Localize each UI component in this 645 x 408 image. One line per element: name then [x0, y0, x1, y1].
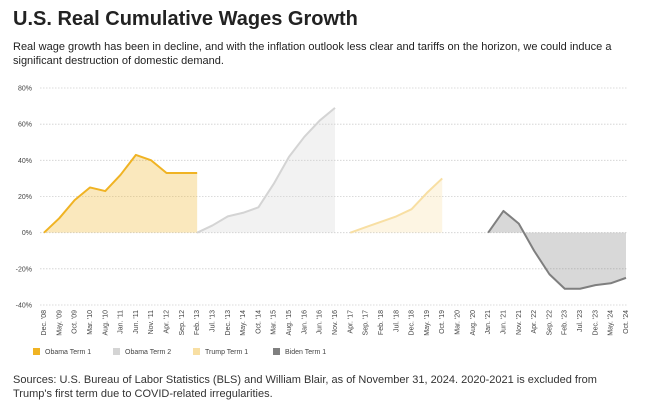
- x-tick-label: Apr. '22: [531, 310, 538, 334]
- legend-swatch: [113, 348, 120, 355]
- y-tick-label: 60%: [18, 122, 32, 129]
- x-tick-label: Aug. '20: [470, 310, 477, 336]
- x-tick-label: Apr. '17: [347, 310, 354, 334]
- line: [349, 177, 443, 234]
- line: [43, 153, 198, 234]
- legend-label: Biden Term 1: [285, 349, 326, 356]
- x-tick-label: Oct. '19: [439, 310, 446, 334]
- x-tick-label: Jun. '11: [133, 310, 140, 334]
- x-tick-label: Oct. '24: [623, 310, 630, 334]
- y-tick-label: -40%: [16, 303, 32, 310]
- x-tick-label: Jun. '21: [500, 310, 507, 334]
- x-tick-label: Dec. '23: [592, 310, 599, 336]
- x-tick-label: May. '09: [56, 310, 63, 336]
- area: [44, 154, 198, 233]
- y-tick-label: 40%: [18, 158, 32, 165]
- x-tick-label: Feb. '18: [378, 310, 385, 335]
- x-tick-label: Jul. '23: [577, 310, 584, 332]
- area: [197, 107, 335, 233]
- y-tick-label: 80%: [18, 86, 32, 93]
- legend-swatch: [33, 348, 40, 355]
- area: [488, 210, 626, 289]
- x-tick-label: Jan. '11: [118, 310, 125, 334]
- y-tick-label: -20%: [16, 266, 32, 273]
- x-tick-label: Jan. '16: [301, 310, 308, 334]
- x-tick-label: Jul. '13: [209, 310, 216, 332]
- legend-swatch: [193, 348, 200, 355]
- line: [487, 209, 627, 290]
- x-tick-label: Nov. '21: [516, 310, 523, 335]
- x-tick-label: Nov. '16: [332, 310, 339, 335]
- x-tick-label: Mar. '20: [455, 310, 462, 335]
- x-tick-label: May. '24: [608, 310, 615, 336]
- x-tick-label: Mar. '15: [271, 310, 278, 335]
- y-tick-label: 0%: [22, 230, 32, 237]
- legend-swatch: [273, 348, 280, 355]
- x-tick-label: Dec. '18: [409, 310, 416, 336]
- x-tick-label: Sep. '17: [363, 310, 370, 336]
- x-tick-label: Feb. '23: [562, 310, 569, 335]
- y-tick-label: 20%: [18, 194, 32, 201]
- chart-title: U.S. Real Cumulative Wages Growth: [13, 8, 358, 30]
- x-tick-label: Dec. '08: [41, 310, 48, 336]
- line: [196, 107, 336, 234]
- x-tick-label: May. '14: [240, 310, 247, 336]
- x-tick-label: Oct. '14: [255, 310, 262, 334]
- source-note: Sources: U.S. Bureau of Labor Statistics…: [13, 374, 597, 400]
- legend-label: Trump Term 1: [205, 349, 248, 356]
- x-tick-label: Feb. '13: [194, 310, 201, 335]
- x-tick-label: Nov. '11: [148, 310, 155, 335]
- x-tick-label: Sep. '22: [546, 310, 553, 336]
- x-tick-label: Jun. '16: [317, 310, 324, 334]
- chart-subtitle: Real wage growth has been in decline, an…: [13, 41, 612, 67]
- x-tick-label: Jul. '18: [393, 310, 400, 332]
- x-tick-label: Aug. '10: [102, 310, 109, 336]
- x-tick-label: Sep. '12: [179, 310, 186, 336]
- x-tick-label: Jan. '21: [485, 310, 492, 334]
- x-tick-label: May. '19: [424, 310, 431, 336]
- x-tick-label: Apr. '12: [164, 310, 171, 334]
- legend-label: Obama Term 1: [45, 349, 91, 356]
- x-tick-label: Oct. '09: [72, 310, 79, 334]
- area: [350, 178, 443, 233]
- x-tick-label: Dec. '13: [225, 310, 232, 336]
- x-tick-label: Aug. '15: [286, 310, 293, 336]
- x-tick-label: Mar. '10: [87, 310, 94, 335]
- legend-label: Obama Term 2: [125, 349, 171, 356]
